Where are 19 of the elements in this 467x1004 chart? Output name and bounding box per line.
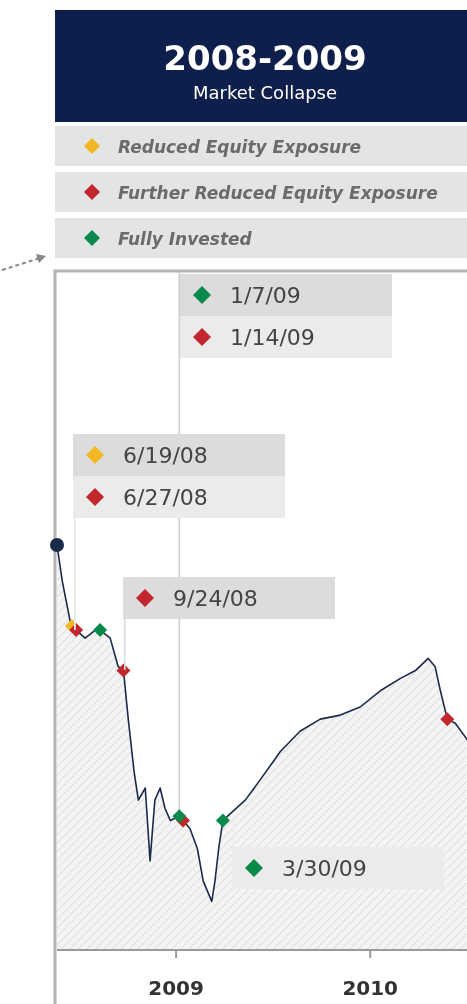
x-tick-label: 2010 <box>342 976 399 1000</box>
chart-subtitle: Market Collapse <box>192 82 338 103</box>
legend-label: Fully Invested <box>118 229 253 249</box>
text: 6/19/08 <box>123 443 208 468</box>
point <box>215 813 230 828</box>
legend-label: Reduced Equity Exposure <box>118 137 362 157</box>
annotation: 9/24/08 <box>173 586 258 611</box>
annotation: 3/30/09 <box>282 856 367 881</box>
text: 1/7/09 <box>230 283 301 308</box>
point <box>93 623 108 638</box>
point <box>116 663 131 678</box>
point <box>172 809 187 824</box>
point <box>440 712 455 727</box>
x-tick-label: 2009 <box>148 976 204 1000</box>
text: 6/27/08 <box>123 485 208 510</box>
chart-title: 2008-2009 <box>163 38 367 78</box>
legend-label: Further Reduced Equity Exposure <box>118 183 438 203</box>
text: 1/14/09 <box>230 325 315 350</box>
point <box>50 538 64 552</box>
